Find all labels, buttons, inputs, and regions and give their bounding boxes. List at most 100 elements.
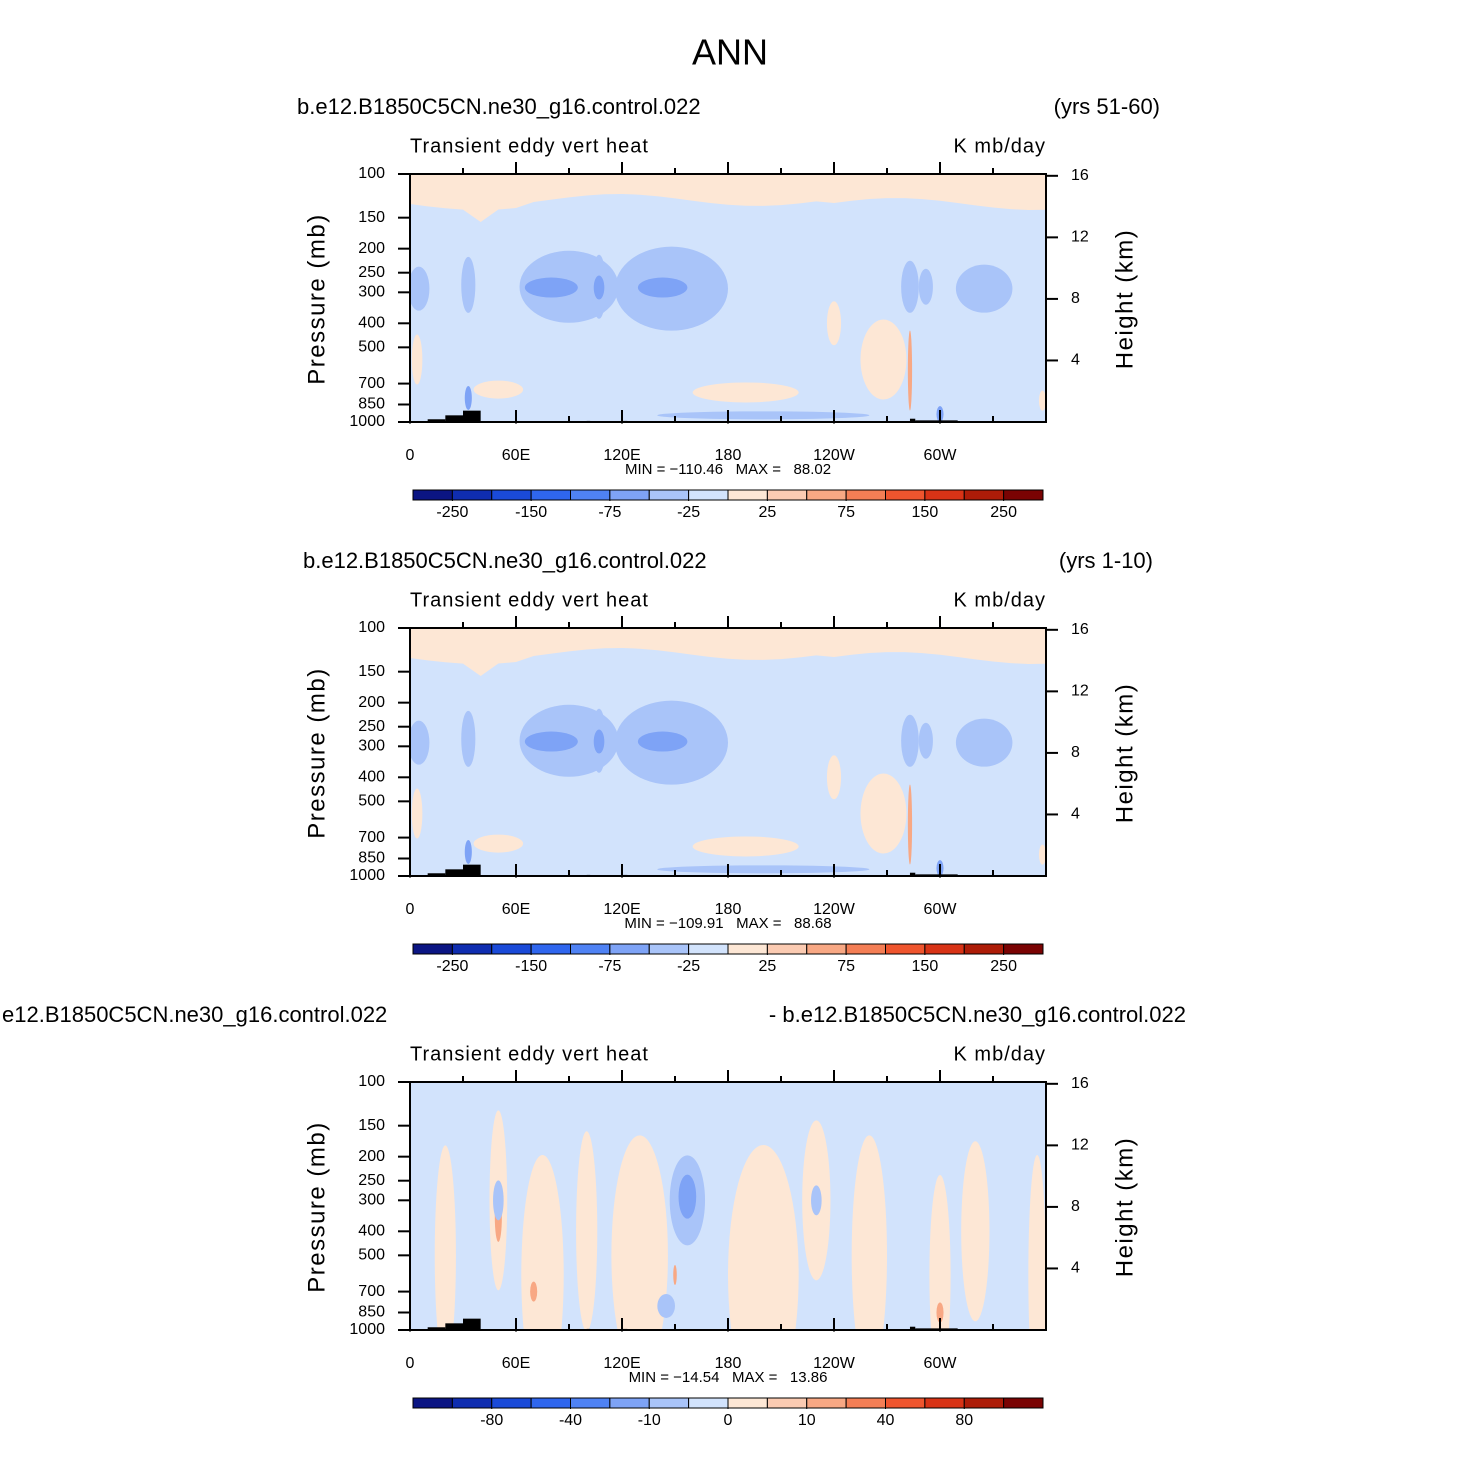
contour-region	[1028, 1155, 1046, 1330]
contour-region	[657, 1293, 676, 1318]
y-tick-label: 100	[358, 165, 385, 182]
colorbar-box	[806, 943, 847, 955]
contour-region	[918, 722, 933, 759]
x-tick-label: 0	[406, 447, 415, 464]
y-tick-label: 850	[358, 850, 385, 867]
colorbar-box	[1003, 1397, 1044, 1409]
colorbar-label: 75	[837, 958, 855, 975]
y-axis-label: Pressure (mb)	[303, 667, 330, 839]
panel: e12.B1850C5CN.ne30_g16.control.022 - b.e1…	[2, 1002, 1186, 1429]
x-tick-label: 120E	[603, 901, 640, 918]
y-tick-label: 400	[358, 315, 385, 332]
panel: b.e12.B1850C5CN.ne30_g16.control.022 (yrs…	[303, 548, 1153, 975]
colorbar-label: -40	[559, 1412, 582, 1429]
y-tick-label: 500	[358, 339, 385, 356]
colorbar-box	[491, 1397, 532, 1409]
contour-region	[464, 385, 472, 410]
figure-title: ANN	[692, 32, 768, 73]
colorbar-box	[570, 489, 611, 501]
contour-region	[410, 174, 1046, 422]
y-tick-label: 100	[358, 1073, 385, 1090]
colorbar-label: 150	[912, 504, 939, 521]
topography	[463, 1318, 481, 1330]
y-tick-label: 500	[358, 793, 385, 810]
contour-region	[907, 330, 913, 411]
y-tick-label: 100	[358, 619, 385, 636]
colorbar-box	[727, 943, 768, 955]
contour-region	[673, 1264, 677, 1285]
colorbar-label: -25	[677, 504, 700, 521]
contour-region	[524, 731, 578, 752]
colorbar-box	[491, 943, 532, 955]
colorbar-box	[845, 943, 886, 955]
contour-region	[593, 275, 605, 300]
colorbar-box	[806, 1397, 847, 1409]
colorbar-box	[963, 1397, 1005, 1409]
contour-region	[410, 628, 1046, 876]
colorbar-label: -25	[677, 958, 700, 975]
panel-right-title: (yrs 1-10)	[1059, 548, 1153, 573]
contour-field	[410, 628, 1046, 876]
contour-region	[473, 834, 524, 853]
y-tick-label: 200	[358, 240, 385, 257]
colorbar-box	[570, 943, 611, 955]
colorbar-box	[688, 489, 729, 501]
colorbar-box	[609, 1397, 650, 1409]
y-axis-label: Pressure (mb)	[303, 1121, 330, 1293]
colorbar-box	[766, 943, 808, 955]
y-tick-label: 400	[358, 1223, 385, 1240]
colorbar-box	[412, 1397, 453, 1409]
x-tick-label: 120E	[603, 1355, 640, 1372]
panel-left-title: b.e12.B1850C5CN.ne30_g16.control.022	[297, 94, 701, 119]
panel-units: K mb/day	[954, 135, 1046, 157]
contour-region	[955, 264, 1013, 313]
contour-region	[811, 1185, 822, 1216]
y-tick-label: 200	[358, 1148, 385, 1165]
topography	[909, 1326, 916, 1330]
y-tick-label: 1000	[349, 413, 385, 430]
contour-region	[410, 266, 430, 311]
y2-tick-label: 12	[1071, 229, 1089, 246]
y-tick-label: 250	[358, 264, 385, 281]
y-tick-label: 150	[358, 663, 385, 680]
y-tick-label: 200	[358, 694, 385, 711]
colorbar-box	[451, 489, 493, 501]
y2-tick-label: 12	[1071, 1137, 1089, 1154]
y2-axis-label: Height (km)	[1111, 683, 1138, 824]
y-tick-label: 300	[358, 1192, 385, 1209]
topography	[463, 410, 481, 422]
contour-region	[961, 1141, 990, 1322]
y-tick-label: 300	[358, 284, 385, 301]
contour-region	[826, 301, 842, 346]
y-tick-label: 250	[358, 718, 385, 735]
colorbar-box	[451, 1397, 493, 1409]
colorbar-box	[924, 943, 965, 955]
panel-right-title: (yrs 51-60)	[1054, 94, 1160, 119]
colorbar-box	[845, 489, 886, 501]
y-tick-label: 700	[358, 1283, 385, 1300]
topography	[427, 419, 446, 422]
x-tick-label: 180	[715, 447, 742, 464]
colorbar-label: -150	[515, 504, 547, 521]
colorbar-box	[688, 943, 729, 955]
colorbar-box	[688, 1397, 729, 1409]
colorbar-box	[885, 489, 926, 501]
topography	[909, 418, 916, 422]
x-tick-label: 120E	[603, 447, 640, 464]
colorbar-label: 10	[798, 1412, 816, 1429]
colorbar-box	[451, 943, 493, 955]
colorbar-box	[648, 489, 690, 501]
colorbar-box	[924, 489, 965, 501]
panel-subtitle: Transient eddy vert heat	[410, 589, 649, 611]
colorbar-box	[963, 943, 1005, 955]
colorbar-box	[845, 1397, 886, 1409]
colorbar-label: 75	[837, 504, 855, 521]
y-tick-label: 1000	[349, 1321, 385, 1338]
colorbar-box	[412, 943, 453, 955]
x-tick-label: 0	[406, 1355, 415, 1372]
y2-axis-label: Height (km)	[1111, 229, 1138, 370]
colorbar-label: -80	[480, 1412, 503, 1429]
topography	[445, 415, 463, 422]
colorbar-box	[885, 943, 926, 955]
topography	[445, 869, 463, 876]
